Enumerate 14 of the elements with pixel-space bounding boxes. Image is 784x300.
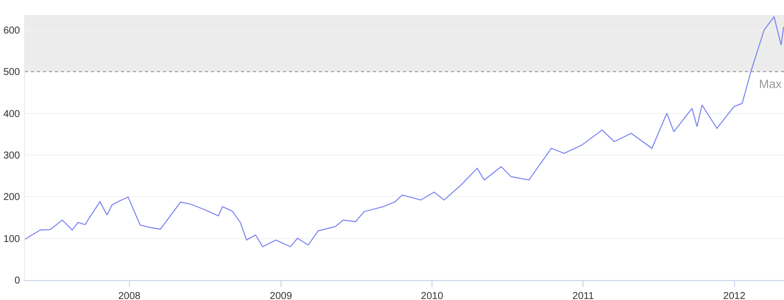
y-tick-label: 400 [3,108,20,120]
x-tick-label: 2008 [118,291,141,300]
y-tick-label: 100 [3,234,20,245]
x-tick-label: 2011 [572,291,594,300]
x-tick-label: 2012 [723,291,746,300]
x-tick-label: 2009 [270,291,292,300]
y-tick-label: 200 [3,192,20,204]
y-tick-label: 300 [3,150,20,162]
line-series [25,16,784,248]
y-tick-label: 0 [14,276,20,286]
x-tick-label: 2010 [420,291,444,300]
ref-line-label: Max [759,77,782,91]
y-tick-label: 600 [3,26,20,36]
y-tick-label: 500 [3,67,20,78]
